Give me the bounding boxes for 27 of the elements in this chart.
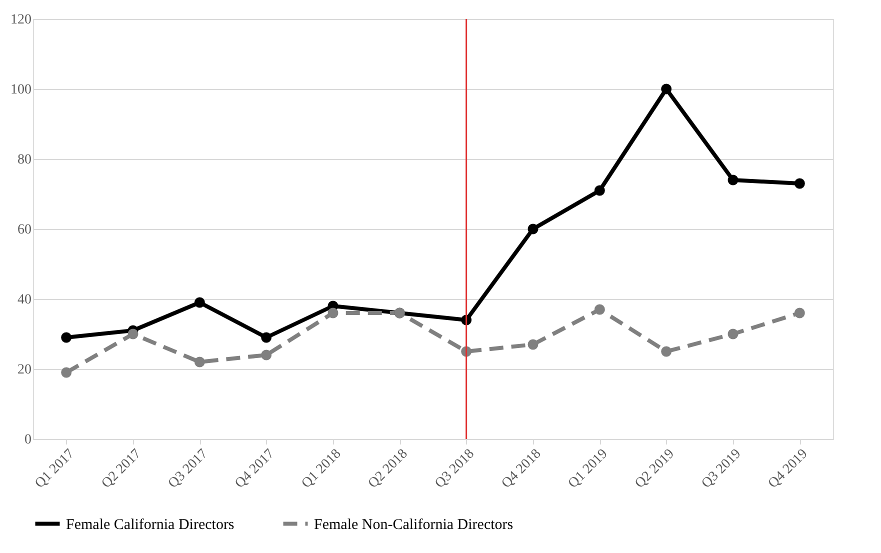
y-tick-label: 60 — [18, 222, 32, 238]
legend-label: Female California Directors — [66, 516, 234, 533]
point — [728, 174, 738, 186]
y-tick-label: 40 — [18, 292, 32, 308]
legend-label: Female Non-California Directors — [314, 516, 514, 533]
y-tick-label: 80 — [18, 152, 32, 168]
point — [528, 224, 538, 234]
point — [194, 356, 205, 368]
point — [528, 339, 538, 350]
point — [594, 304, 605, 315]
y-tick-label: 120 — [10, 12, 32, 28]
point — [728, 328, 738, 340]
point — [261, 332, 272, 343]
point — [661, 346, 672, 357]
point — [794, 178, 805, 189]
point — [594, 185, 605, 196]
point — [61, 332, 72, 343]
point — [194, 297, 205, 308]
point — [128, 328, 138, 340]
point — [261, 350, 272, 360]
point — [328, 308, 338, 318]
y-tick-label: 100 — [10, 82, 32, 98]
point — [61, 367, 72, 378]
point — [794, 308, 805, 318]
y-tick-label: 0 — [24, 432, 32, 448]
point — [661, 84, 672, 94]
y-tick-label: 20 — [18, 362, 32, 378]
